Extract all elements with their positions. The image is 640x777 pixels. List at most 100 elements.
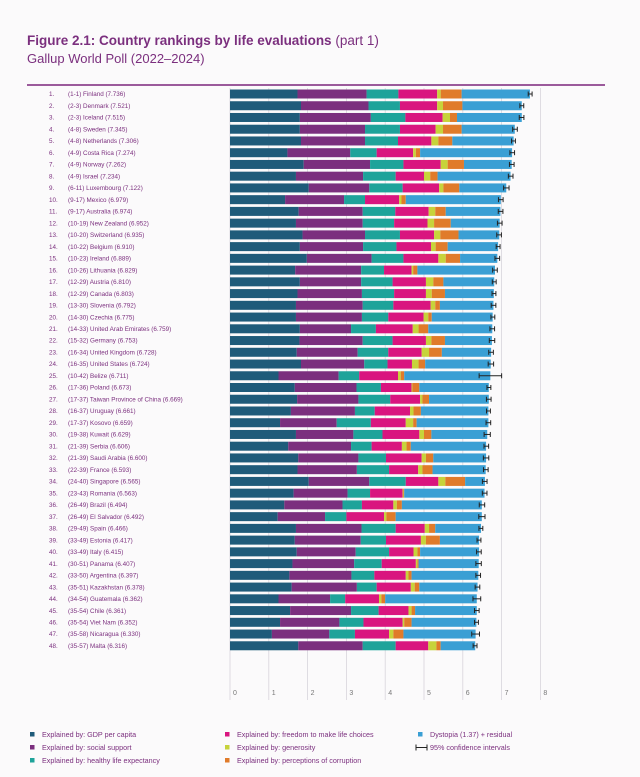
country-label: (24-40) Singapore (6.565) [68, 479, 140, 486]
bar-segment [362, 206, 396, 216]
bar-segment [388, 347, 422, 357]
bar-segment [435, 206, 446, 216]
bar-segment [410, 441, 487, 451]
bar-segment [429, 394, 489, 404]
bar-segment [295, 429, 354, 439]
legend-label: Explained by: GDP per capita [42, 730, 136, 739]
bar-segment [296, 347, 358, 357]
bar-segment [450, 218, 500, 228]
bar-segment [435, 124, 444, 134]
rank-label: 26. [49, 385, 58, 392]
bar-segment [438, 253, 446, 263]
country-label: (19-38) Kuwait (6.629) [68, 432, 131, 439]
bar-segment [298, 206, 363, 216]
bar-segment [361, 500, 394, 510]
rank-label: 27. [49, 396, 58, 403]
bar-segment [344, 195, 366, 205]
bar-segment [401, 441, 407, 451]
bar-segment [295, 312, 362, 322]
country-label: (33-50) Argentina (6.397) [68, 573, 138, 580]
rank-label: 19. [49, 303, 58, 310]
legend-label: Explained by: social support [42, 743, 132, 752]
bar-segment [440, 641, 476, 651]
bar-segment [458, 230, 500, 240]
bar-segment [230, 606, 291, 616]
bar-segment [342, 500, 362, 510]
bar-segment [361, 265, 385, 275]
bar-segment [431, 312, 493, 322]
bar-segment [394, 218, 428, 228]
bar-segment [412, 324, 419, 334]
bar-segment [303, 159, 371, 169]
legend-swatch [30, 732, 35, 737]
bar-segment [389, 465, 419, 475]
bar-segment [413, 418, 417, 428]
bar-segment [393, 500, 397, 510]
bar-segment [230, 371, 279, 381]
country-label: (10-22) Belgium (6.910) [68, 244, 135, 251]
bar-segment [294, 535, 361, 545]
bar-segment [422, 465, 433, 475]
bar-segment [298, 641, 363, 651]
bar-segment [230, 500, 285, 510]
bar-segment [366, 89, 399, 99]
bar-segment [356, 582, 377, 592]
bar-segment [354, 559, 382, 569]
bar-segment [405, 195, 501, 205]
bar-segment [369, 476, 406, 486]
bar-segment [445, 476, 466, 486]
bar-segment [415, 559, 418, 569]
rank-label: 35. [49, 490, 58, 497]
legend-swatch [30, 758, 35, 763]
rank-label: 3. [49, 115, 55, 122]
country-label: (4-9) Norway (7.262) [68, 162, 126, 169]
bar-segment [415, 148, 421, 158]
bar-segment [230, 617, 281, 627]
bar-segment [230, 289, 298, 299]
rank-label: 11. [49, 209, 58, 216]
country-label: (4-8) Sweden (7.345) [68, 126, 128, 133]
bar-segment [435, 523, 482, 533]
bar-segment [351, 570, 375, 580]
bar-segment [434, 230, 441, 240]
bar-segment [420, 394, 423, 404]
bar-segment [299, 242, 364, 252]
country-label: (6-11) Luxembourg (7.122) [68, 185, 143, 192]
bar-segment [389, 547, 414, 557]
legend-label: Explained by: freedom to make life choic… [237, 730, 374, 739]
country-label: (10-26) Lithuania (6.829) [68, 267, 137, 274]
rank-label: 10. [49, 197, 58, 204]
bar-segment [435, 242, 448, 252]
bar-segment [405, 476, 439, 486]
bar-segment [408, 570, 412, 580]
country-label: (34-54) Guatemala (6.362) [68, 596, 143, 603]
bar-segment [463, 159, 512, 169]
rank-label: 31. [49, 443, 58, 450]
bar-segment [384, 265, 412, 275]
bar-segment [230, 559, 293, 569]
bar-segment [358, 453, 386, 463]
bar-segment [292, 559, 355, 569]
bar-segment [325, 512, 347, 522]
bar-segment [398, 89, 438, 99]
bar-segment [395, 641, 429, 651]
bar-segment [441, 347, 492, 357]
rank-label: 22. [49, 338, 58, 345]
bar-segment [431, 289, 445, 299]
bar-segment [230, 136, 302, 146]
bar-segment [297, 465, 357, 475]
country-label: (4-9) Costa Rica (7.274) [68, 150, 136, 157]
bar-segment [370, 159, 404, 169]
bar-segment [387, 359, 412, 369]
bar-segment [388, 312, 424, 322]
bar-segment [381, 559, 416, 569]
rank-label: 14. [49, 244, 58, 251]
bar-segment [230, 265, 296, 275]
country-label: (13-30) Slovenia (6.792) [68, 303, 136, 310]
bar-segment [365, 230, 400, 240]
bar-segment [382, 429, 420, 439]
bar-segment [355, 547, 390, 557]
chart-subtitle: Gallup World Poll (2022–2024) [27, 51, 205, 66]
bar-segment [230, 429, 296, 439]
bar-segment [374, 570, 406, 580]
